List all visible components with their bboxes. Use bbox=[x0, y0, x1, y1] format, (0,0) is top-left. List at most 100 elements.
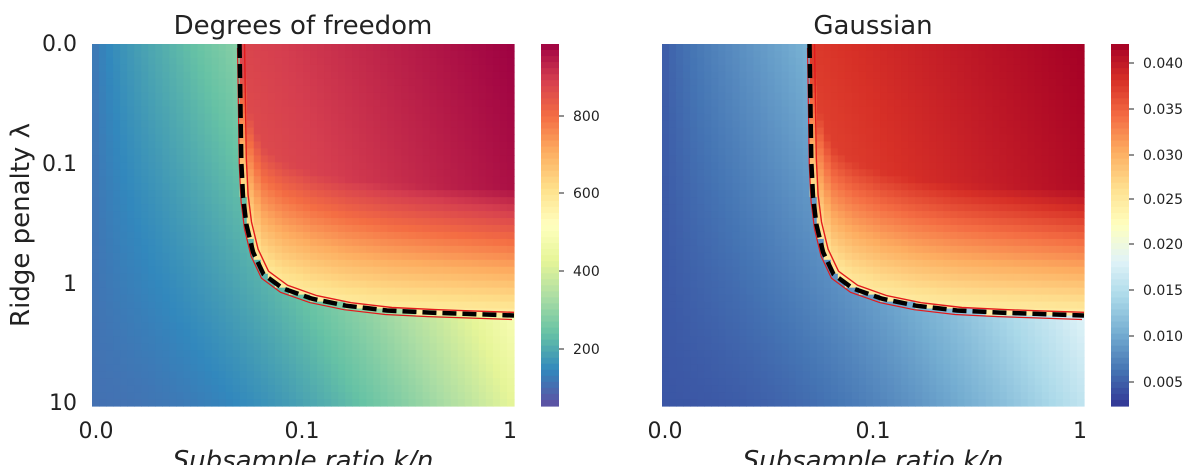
heatmap-cell bbox=[873, 169, 881, 177]
heatmap-cell bbox=[190, 238, 199, 247]
heatmap-cell bbox=[464, 106, 473, 115]
heatmap-cell bbox=[753, 120, 762, 129]
heatmap-cell bbox=[92, 218, 100, 226]
heatmap-cell bbox=[450, 113, 459, 122]
heatmap-cell bbox=[837, 134, 846, 143]
heatmap-cell bbox=[338, 392, 346, 400]
heatmap-cell bbox=[985, 44, 994, 52]
heatmap-cell bbox=[408, 50, 417, 59]
heatmap-cell bbox=[422, 399, 431, 407]
heatmap-cell bbox=[141, 294, 149, 303]
heatmap-cell bbox=[753, 71, 762, 80]
heatmap-cell bbox=[183, 148, 192, 156]
heatmap-cell bbox=[739, 92, 747, 101]
heatmap-cell bbox=[802, 218, 811, 226]
heatmap-cell bbox=[176, 225, 185, 233]
heatmap-cell bbox=[457, 364, 466, 372]
heatmap-cell bbox=[1048, 106, 1057, 115]
heatmap-cell bbox=[274, 134, 283, 143]
heatmap-cell bbox=[901, 44, 909, 52]
heatmap-cell bbox=[387, 78, 396, 87]
heatmap-cell bbox=[858, 78, 867, 87]
heatmap-cell bbox=[1062, 78, 1071, 87]
heatmap-cell bbox=[204, 371, 213, 379]
heatmap-cell bbox=[894, 92, 902, 101]
heatmap-cell bbox=[992, 225, 1001, 233]
heatmap-cell bbox=[865, 148, 874, 156]
heatmap-cell bbox=[781, 197, 790, 205]
heatmap-cell bbox=[295, 294, 304, 303]
heatmap-cell bbox=[232, 266, 241, 275]
heatmap-cell bbox=[113, 350, 121, 358]
heatmap-cell bbox=[795, 218, 804, 226]
heatmap-cell bbox=[134, 252, 142, 261]
heatmap-cell bbox=[851, 245, 860, 254]
heatmap-cell bbox=[317, 266, 325, 275]
heatmap-cell bbox=[260, 113, 269, 122]
heatmap-cell bbox=[274, 294, 283, 303]
heatmap-cell bbox=[443, 252, 452, 261]
heatmap-cell bbox=[830, 204, 839, 212]
heatmap-cell bbox=[851, 120, 860, 129]
heatmap-cell bbox=[429, 225, 438, 233]
heatmap-cell bbox=[894, 211, 902, 219]
heatmap-cell bbox=[281, 294, 290, 303]
heatmap-cell bbox=[676, 225, 684, 233]
heatmap-cell bbox=[246, 50, 255, 59]
heatmap-cell bbox=[971, 183, 980, 191]
heatmap-cell bbox=[218, 308, 227, 317]
heatmap-cell bbox=[443, 92, 452, 101]
heatmap-cell bbox=[457, 280, 466, 289]
heatmap-cell bbox=[457, 57, 466, 66]
heatmap-cell bbox=[457, 50, 466, 59]
heatmap-cell bbox=[106, 148, 114, 156]
heatmap-cell bbox=[281, 301, 290, 310]
heatmap-cell bbox=[922, 78, 930, 87]
heatmap-cell bbox=[704, 106, 712, 115]
heatmap-cell bbox=[99, 245, 107, 254]
heatmap-cell bbox=[457, 92, 466, 101]
heatmap-cell bbox=[1069, 64, 1078, 73]
heatmap-cell bbox=[450, 169, 459, 177]
heatmap-cell bbox=[288, 392, 297, 400]
heatmap-cell bbox=[450, 280, 459, 289]
heatmap-cell bbox=[246, 371, 255, 379]
heatmap-cell bbox=[134, 78, 142, 87]
heatmap-cell bbox=[211, 127, 220, 136]
heatmap-cell bbox=[352, 148, 360, 156]
heatmap-cell bbox=[155, 183, 163, 191]
heatmap-cell bbox=[352, 92, 360, 101]
heatmap-cell bbox=[1076, 183, 1085, 191]
heatmap-cell bbox=[865, 92, 874, 101]
heatmap-cell bbox=[148, 245, 156, 254]
heatmap-cell bbox=[718, 92, 726, 101]
heatmap-cell bbox=[697, 120, 705, 129]
heatmap-cell bbox=[260, 211, 269, 219]
heatmap-cell bbox=[211, 113, 220, 122]
heatmap-cell bbox=[359, 85, 367, 94]
heatmap-cell bbox=[858, 176, 867, 184]
heatmap-cell bbox=[422, 329, 431, 337]
heatmap-cell bbox=[253, 218, 262, 226]
heatmap-cell bbox=[408, 99, 417, 108]
heatmap-cell bbox=[169, 225, 177, 233]
heatmap-cell bbox=[732, 120, 740, 129]
heatmap-cell bbox=[767, 183, 776, 191]
heatmap-cell bbox=[676, 155, 684, 163]
heatmap-cell bbox=[478, 371, 487, 379]
heatmap-cell bbox=[211, 385, 220, 393]
heatmap-cell bbox=[992, 190, 1001, 198]
heatmap-cell bbox=[908, 183, 916, 191]
heatmap-cell bbox=[499, 322, 508, 331]
heatmap-cell bbox=[985, 106, 994, 115]
heatmap-cell bbox=[366, 204, 374, 212]
heatmap-cell bbox=[352, 385, 360, 393]
heatmap-cell bbox=[450, 85, 459, 94]
heatmap-cell bbox=[345, 141, 353, 150]
heatmap-cell bbox=[429, 294, 438, 303]
heatmap-cell bbox=[767, 57, 776, 66]
heatmap-cell bbox=[436, 371, 445, 379]
heatmap-cell bbox=[338, 371, 346, 379]
heatmap-cell bbox=[880, 245, 888, 254]
heatmap-cell bbox=[324, 134, 332, 143]
